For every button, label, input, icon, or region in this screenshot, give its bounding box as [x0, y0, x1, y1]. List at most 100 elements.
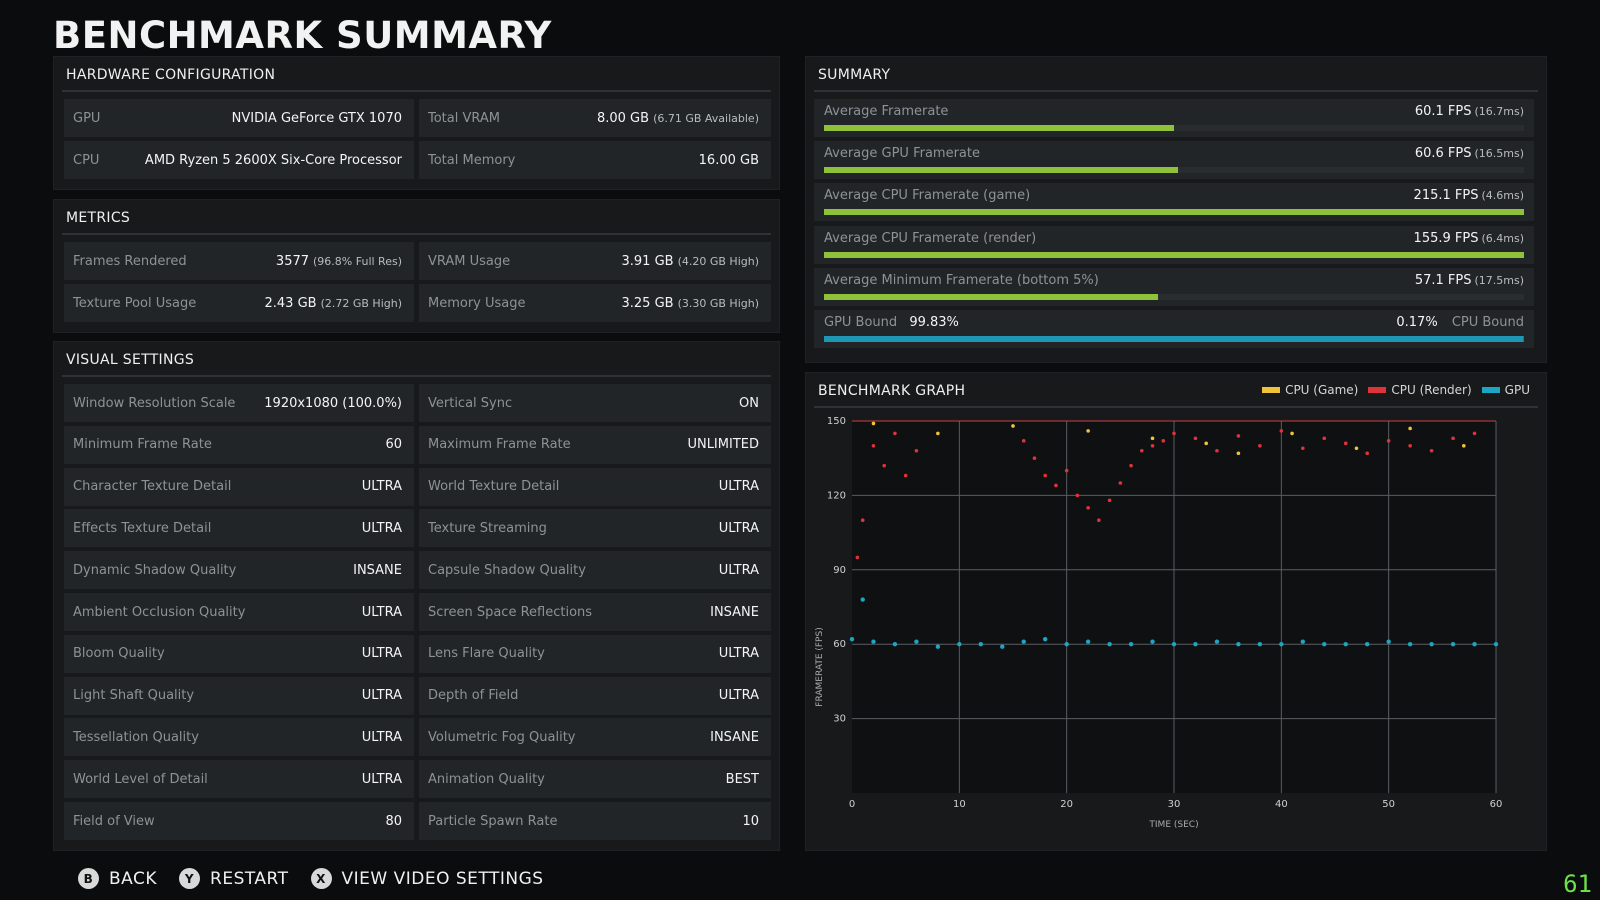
- memory-usage-value: 3.25 GB: [621, 295, 674, 311]
- data-point: [855, 555, 860, 560]
- legend-swatch: [1262, 387, 1281, 393]
- summary-row: Average Framerate 60.1 FPS (16.7ms): [814, 99, 1534, 137]
- setting-row: Bloom Quality ULTRA: [64, 634, 414, 673]
- summary-row: Average GPU Framerate 60.6 FPS (16.5ms): [814, 141, 1534, 180]
- vram-label: Total VRAM: [428, 110, 501, 126]
- data-point: [1472, 431, 1477, 436]
- memory-usage-label: Memory Usage: [428, 295, 526, 311]
- setting-value: INSANE: [710, 729, 759, 745]
- summary-bar-track: [824, 209, 1524, 216]
- data-point: [1193, 436, 1198, 441]
- data-point: [1386, 639, 1391, 644]
- summary-value: 155.9 FPS: [1413, 230, 1479, 246]
- data-point: [1086, 506, 1090, 510]
- setting-label: Particle Spawn Rate: [428, 813, 558, 829]
- hardware-panel: HARDWARE CONFIGURATION GPU NVIDIA GeForc…: [53, 56, 780, 190]
- summary-label: Average Framerate: [824, 104, 949, 119]
- setting-row: Maximum Frame Rate UNLIMITED: [419, 425, 771, 464]
- setting-label: Volumetric Fog Quality: [428, 729, 576, 745]
- setting-row: World Texture Detail ULTRA: [419, 467, 771, 506]
- gpu-bound-label: GPU Bound: [824, 315, 898, 330]
- b-button-icon: B: [78, 868, 99, 889]
- data-point: [1408, 426, 1412, 431]
- cpu-value: AMD Ryzen 5 2600X Six-Core Processor: [144, 152, 402, 168]
- data-point: [1118, 481, 1123, 485]
- data-point: [1258, 444, 1262, 448]
- y-tick-label: 90: [833, 565, 846, 576]
- setting-value: 80: [385, 813, 402, 829]
- frames-sub: (96.8% Full Res): [313, 254, 402, 268]
- data-point: [1290, 431, 1294, 436]
- data-point: [914, 448, 919, 453]
- setting-value: INSANE: [353, 562, 402, 578]
- vram-usage-wrap: 3.91 GB (4.20 GB High): [622, 254, 760, 269]
- summary-row: Average CPU Framerate (game) 215.1 FPS (4.…: [814, 183, 1534, 222]
- texture-pool-cell: Texture Pool Usage 2.43 GB (2.72 GB High): [64, 284, 414, 322]
- data-point: [1354, 446, 1359, 451]
- data-point: [1301, 446, 1305, 451]
- y-axis-label: FRAMERATE (FPS): [815, 627, 825, 706]
- texture-pool-label: Texture Pool Usage: [73, 295, 197, 311]
- data-point: [1429, 642, 1434, 647]
- data-point: [935, 644, 941, 649]
- data-point: [1472, 642, 1477, 647]
- summary-label: Average Minimum Framerate (bottom 5%): [824, 272, 1099, 288]
- restart-button[interactable]: Y RESTART: [179, 868, 289, 889]
- texture-pool-value: 2.43 GB: [264, 295, 317, 311]
- setting-value: ULTRA: [361, 520, 402, 536]
- x-tick-label: 0: [849, 799, 855, 810]
- data-point: [1215, 448, 1219, 453]
- legend-cpu-render: CPU (Render): [1368, 383, 1472, 397]
- y-tick-label: 150: [827, 416, 846, 427]
- summary-bar-track: [824, 167, 1524, 174]
- setting-row: Character Texture Detail ULTRA: [64, 467, 414, 506]
- data-point: [1365, 451, 1369, 456]
- divider: [62, 375, 771, 377]
- data-point: [1193, 642, 1198, 647]
- setting-value: ULTRA: [361, 771, 402, 787]
- setting-value: ULTRA: [718, 646, 759, 662]
- summary-value: 60.1 FPS: [1414, 104, 1472, 119]
- x-tick-label: 40: [1275, 799, 1288, 810]
- setting-row: Animation Quality BEST: [419, 760, 771, 799]
- setting-row: Light Shaft Quality ULTRA: [64, 676, 414, 715]
- setting-row: Field of View 80: [64, 802, 414, 840]
- data-point: [1172, 431, 1176, 436]
- cpu-bound-group: 0.17% CPU Bound: [1396, 315, 1524, 330]
- data-point: [1236, 642, 1241, 647]
- vram-sub: (6.71 GB Available): [653, 111, 759, 125]
- data-point: [914, 639, 919, 644]
- summary-value: 57.1 FPS: [1414, 272, 1472, 288]
- back-label: BACK: [109, 868, 158, 889]
- vram-usage-value: 3.91 GB: [621, 253, 674, 269]
- cpu-label: CPU: [73, 152, 100, 168]
- fps-counter: 61: [1563, 870, 1592, 898]
- summary-title: SUMMARY: [818, 67, 891, 83]
- setting-label: Window Resolution Scale: [73, 395, 236, 411]
- data-point: [957, 642, 962, 647]
- summary-row: Average CPU Framerate (render) 155.9 FPS(…: [814, 225, 1534, 264]
- x-tick-label: 10: [953, 799, 966, 810]
- setting-label: Ambient Occlusion Quality: [73, 604, 246, 620]
- summary-value-wrap: 60.6 FPS (16.5ms): [1415, 146, 1524, 161]
- data-point: [1386, 439, 1391, 443]
- summary-label: Average GPU Framerate: [824, 146, 980, 162]
- setting-value: ULTRA: [718, 688, 759, 704]
- summary-row: Average Minimum Framerate (bottom 5%) 57.…: [814, 267, 1534, 306]
- cpu-bound-value: 0.17%: [1396, 315, 1438, 330]
- setting-label: Depth of Field: [428, 688, 519, 704]
- data-point: [1150, 436, 1155, 441]
- gpu-bound-group: GPU Bound 99.83%: [824, 315, 959, 330]
- summary-sub: (16.5ms): [1474, 147, 1524, 161]
- x-tick-label: 60: [1490, 799, 1503, 810]
- view-video-settings-button[interactable]: X VIEW VIDEO SETTINGS: [310, 868, 544, 889]
- legend-label: GPU: [1504, 383, 1530, 397]
- data-point: [860, 518, 865, 522]
- data-point: [1279, 642, 1284, 647]
- divider: [62, 90, 771, 92]
- data-point: [1107, 642, 1112, 647]
- back-button[interactable]: B BACK: [78, 868, 157, 889]
- setting-row: Texture Streaming ULTRA: [419, 509, 771, 548]
- setting-label: World Texture Detail: [428, 479, 560, 495]
- data-point: [1343, 642, 1348, 647]
